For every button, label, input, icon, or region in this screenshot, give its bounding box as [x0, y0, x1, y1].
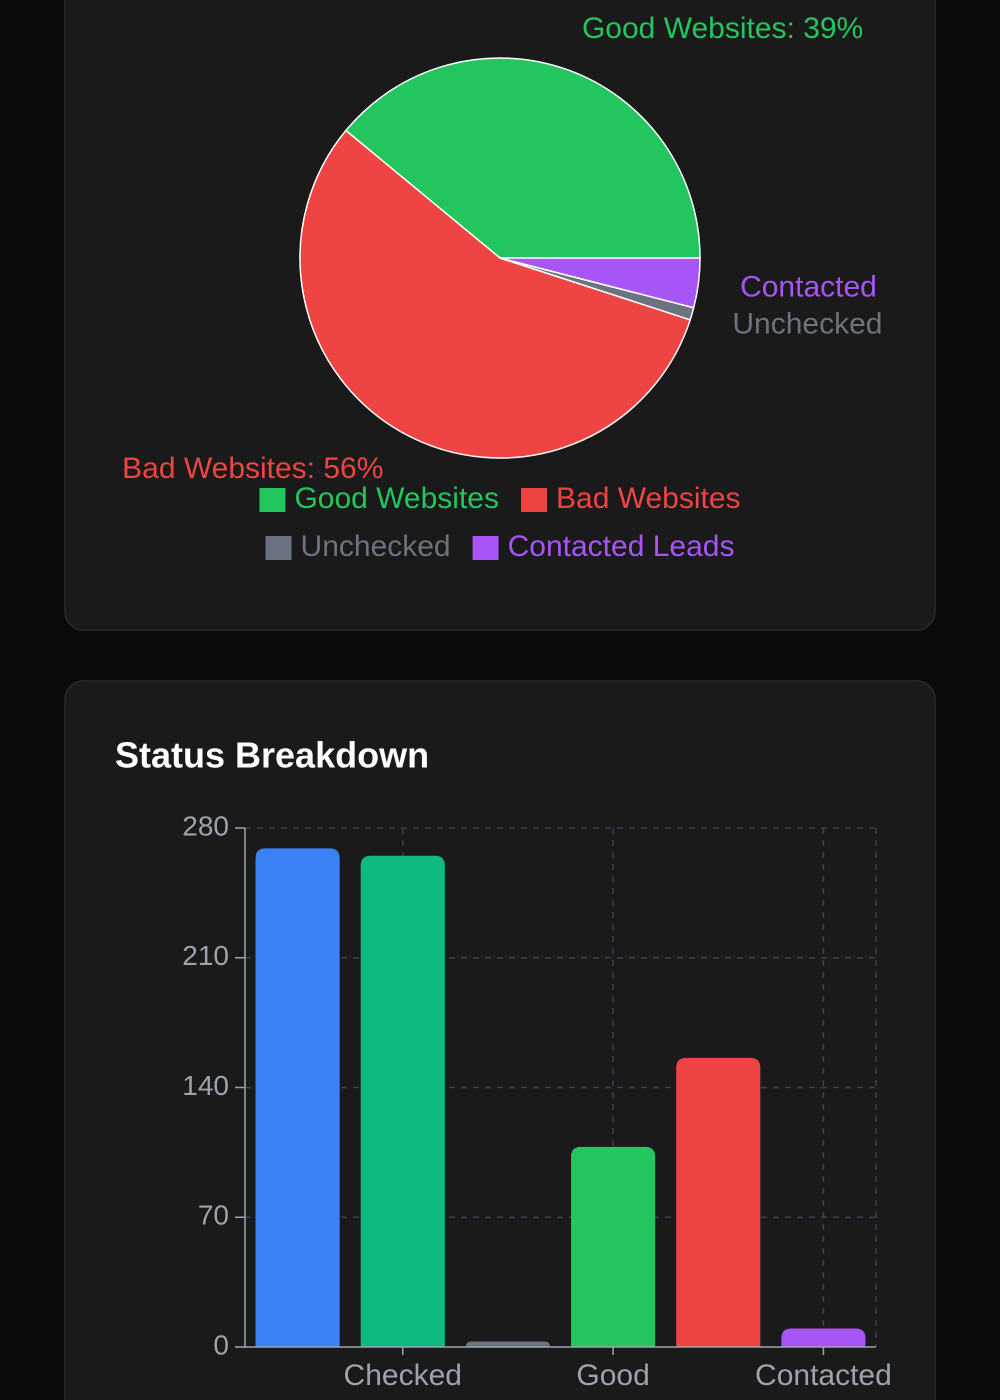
y-tick-label: 210 [182, 940, 229, 971]
y-tick-label: 70 [198, 1200, 229, 1231]
legend-swatch [472, 536, 499, 560]
chart-title: Status Breakdown [115, 735, 429, 776]
legend-swatch [265, 536, 292, 560]
legend-label: Unchecked [301, 530, 451, 563]
legend-label: Contacted Leads [508, 530, 735, 563]
bar [255, 848, 340, 1347]
bar-chart: Status Breakdown 0 70 140 210 280 Checked Good… [115, 735, 892, 1392]
x-tick-label: Contacted [755, 1359, 892, 1392]
pie-slice [499, 257, 701, 309]
bar [465, 1341, 550, 1347]
bar [781, 1328, 866, 1347]
legend-label: Bad Websites [556, 482, 741, 515]
pie-chart: Good Websites: 39% Bad Websites: 56% Unche… [122, 12, 1000, 563]
pie-label: Bad Websites: 56% [122, 452, 383, 485]
pie-label: Unchecked: 1% [732, 307, 942, 340]
pie-slice [344, 57, 701, 259]
pie-slice [299, 129, 692, 459]
bar [676, 1057, 761, 1347]
bar-card [64, 680, 936, 1400]
pie-labels: Good Websites: 39% Bad Websites: 56% Unche… [122, 12, 1000, 485]
legend-label: Good Websites [294, 482, 499, 515]
legend-swatch [521, 488, 548, 512]
y-tick-label: 280 [182, 810, 229, 841]
bar [360, 855, 445, 1347]
pie-label: Good Websites: 39% [582, 12, 863, 45]
x-tick-label: Good [576, 1359, 649, 1392]
y-tick-label: 0 [213, 1329, 229, 1360]
y-tick-label: 140 [182, 1070, 229, 1101]
pie-label: Contacted Leads: 4% [740, 270, 1000, 303]
bar [571, 1146, 656, 1347]
legend-swatch [259, 488, 286, 512]
x-tick-label: Checked [344, 1359, 462, 1392]
